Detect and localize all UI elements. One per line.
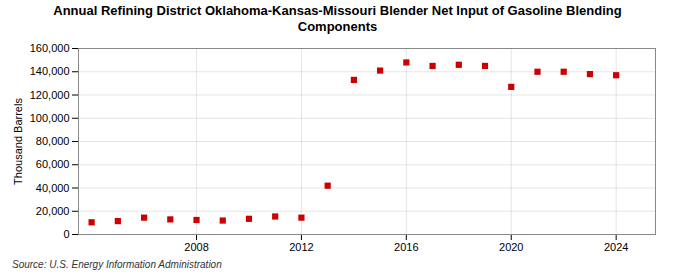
svg-text:160,000: 160,000 <box>30 42 70 54</box>
svg-text:20,000: 20,000 <box>36 204 70 216</box>
svg-text:100,000: 100,000 <box>30 111 70 123</box>
svg-text:Thousand Barrels: Thousand Barrels <box>12 97 24 184</box>
svg-text:120,000: 120,000 <box>30 88 70 100</box>
svg-text:140,000: 140,000 <box>30 65 70 77</box>
svg-text:40,000: 40,000 <box>36 181 70 193</box>
html-text:Source: U.S. Energy Informatio: Source: U.S. Energy Information Administ… <box>12 258 222 270</box>
svg-text:2024: 2024 <box>604 241 628 253</box>
svg-text:60,000: 60,000 <box>36 158 70 170</box>
html-text:Annual Refining District Oklah: Annual Refining District Oklahoma-Kansas… <box>53 3 622 35</box>
svg-text:2016: 2016 <box>394 241 418 253</box>
svg-text:2020: 2020 <box>499 241 523 253</box>
svg-text:0: 0 <box>63 228 69 240</box>
svg-text:2008: 2008 <box>184 241 208 253</box>
svg-text:80,000: 80,000 <box>36 135 70 147</box>
svg-text:2012: 2012 <box>289 241 313 253</box>
